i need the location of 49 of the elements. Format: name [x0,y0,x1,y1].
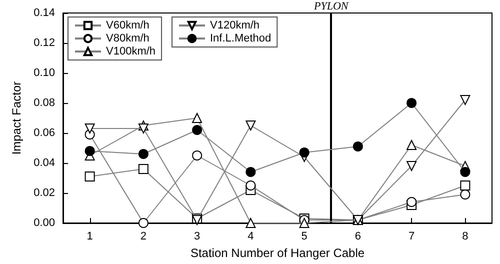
legend-label: V60km/h [106,20,150,32]
point [246,180,256,190]
point [406,140,417,150]
legend-label: Inf.L.Method [210,32,272,44]
x-tick-label: 5 [301,230,308,242]
point [138,218,148,228]
y-tick-label: 0.14 [34,7,55,19]
point [246,120,256,130]
legend-label: V100km/h [106,46,156,58]
x-tick-label: 7 [408,230,415,242]
point [84,172,95,182]
point [84,146,95,156]
y-tick-label: 0.06 [34,127,55,139]
y-axis-title: Impact Factor [10,81,24,155]
x-tick-label: 1 [86,230,93,242]
x-tick-label: 6 [354,230,361,242]
y-tick-label: 0.00 [34,217,55,229]
point [460,95,470,105]
point [246,218,256,228]
x-tick-label: 8 [462,230,468,242]
x-axis-title: Station Number of Hanger Cable [190,246,365,260]
point [138,124,148,134]
y-tick-label: 0.12 [34,37,55,49]
point [299,148,310,158]
x-tick-label: 4 [248,230,254,242]
point [460,167,470,177]
point [406,98,417,108]
point [406,197,417,207]
legend-label: V120km/h [210,20,260,32]
point [460,180,470,190]
point [192,150,202,160]
point [192,113,202,123]
ref-line-label: PYLON [313,0,349,12]
x-tick-label: 3 [194,230,200,242]
point [406,161,417,171]
point [138,149,148,159]
point [84,124,95,134]
point [299,218,310,228]
point [192,125,202,135]
point [460,190,470,200]
x-tick-label: 2 [140,230,146,242]
y-tick-label: 0.10 [34,67,55,79]
y-tick-label: 0.02 [34,187,55,199]
point [246,167,256,177]
point [138,164,148,174]
y-tick-label: 0.04 [34,157,55,169]
y-tick-label: 0.08 [34,97,55,109]
point [352,142,363,152]
legend-label: V80km/h [106,32,150,44]
